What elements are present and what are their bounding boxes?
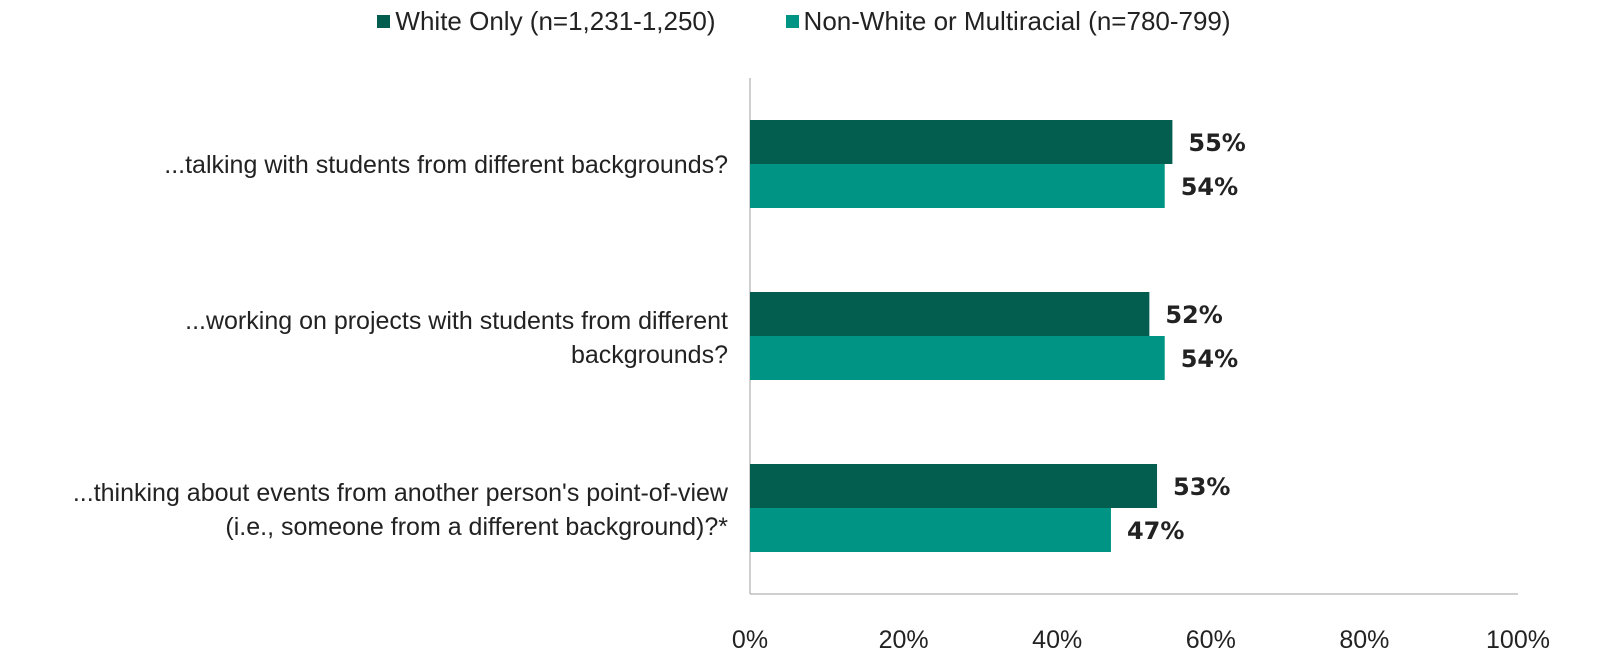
bar-non-white-1 (750, 336, 1165, 380)
data-label: 54% (1181, 173, 1238, 201)
category-label-line: ...talking with students from different … (164, 151, 728, 179)
data-label: 53% (1173, 473, 1230, 501)
legend-swatch-white-only (377, 15, 391, 28)
x-tick-label: 80% (1339, 626, 1389, 654)
data-label: 47% (1127, 517, 1184, 545)
category-label-talking: ...talking with students from different … (0, 148, 728, 182)
x-tick-label: 100% (1486, 626, 1550, 654)
category-label-line: (i.e., someone from a different backgrou… (225, 513, 728, 541)
data-label: 54% (1181, 345, 1238, 373)
data-label: 52% (1165, 301, 1222, 329)
x-tick-label: 20% (879, 626, 929, 654)
legend-swatch-non-white (785, 15, 799, 28)
bar-non-white-0 (750, 164, 1165, 208)
legend: White Only (n=1,231-1,250) Non-White or … (0, 6, 1608, 37)
category-label-projects: ...working on projects with students fro… (0, 304, 728, 372)
legend-label-non-white: Non-White or Multiracial (n=780-799) (803, 6, 1231, 36)
bar-non-white-2 (750, 508, 1111, 552)
data-label: 55% (1188, 129, 1245, 157)
category-label-thinking: ...thinking about events from another pe… (0, 476, 728, 544)
category-label-line: ...working on projects with students fro… (185, 307, 728, 335)
category-label-line: ...thinking about events from another pe… (72, 479, 728, 507)
bar-white-only-1 (750, 292, 1150, 336)
category-label-line: backgrounds? (570, 341, 728, 369)
legend-label-white-only: White Only (n=1,231-1,250) (395, 6, 716, 36)
bar-white-only-2 (750, 464, 1158, 508)
legend-item-white-only: White Only (n=1,231-1,250) (377, 6, 716, 37)
x-tick-label: 60% (1186, 626, 1236, 654)
x-tick-label: 0% (732, 626, 768, 654)
bar-white-only-0 (750, 120, 1173, 164)
legend-item-non-white: Non-White or Multiracial (n=780-799) (785, 6, 1231, 37)
x-tick-label: 40% (1032, 626, 1082, 654)
